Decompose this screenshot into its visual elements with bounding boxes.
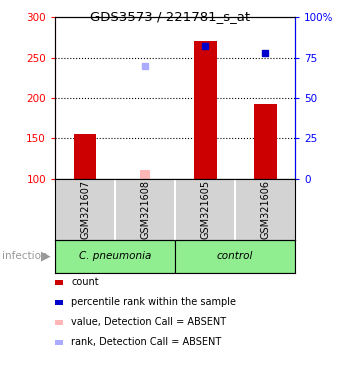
Text: infection: infection: [2, 251, 47, 262]
Bar: [175, 240, 295, 273]
Text: ▶: ▶: [41, 250, 50, 263]
Bar: [254, 104, 276, 179]
Text: rank, Detection Call = ABSENT: rank, Detection Call = ABSENT: [71, 337, 221, 347]
Text: GSM321605: GSM321605: [200, 180, 210, 239]
Text: GDS3573 / 221781_s_at: GDS3573 / 221781_s_at: [90, 10, 250, 23]
Text: GSM321607: GSM321607: [80, 180, 90, 239]
Text: GSM321608: GSM321608: [140, 180, 150, 239]
Bar: [194, 41, 217, 179]
Text: C. pneumonia: C. pneumonia: [79, 251, 151, 262]
Bar: [140, 170, 150, 179]
Bar: [55, 240, 175, 273]
Bar: [74, 134, 97, 179]
Text: value, Detection Call = ABSENT: value, Detection Call = ABSENT: [71, 317, 226, 327]
Text: percentile rank within the sample: percentile rank within the sample: [71, 297, 236, 307]
Text: count: count: [71, 277, 99, 287]
Text: control: control: [217, 251, 253, 262]
Text: GSM321606: GSM321606: [260, 180, 270, 239]
